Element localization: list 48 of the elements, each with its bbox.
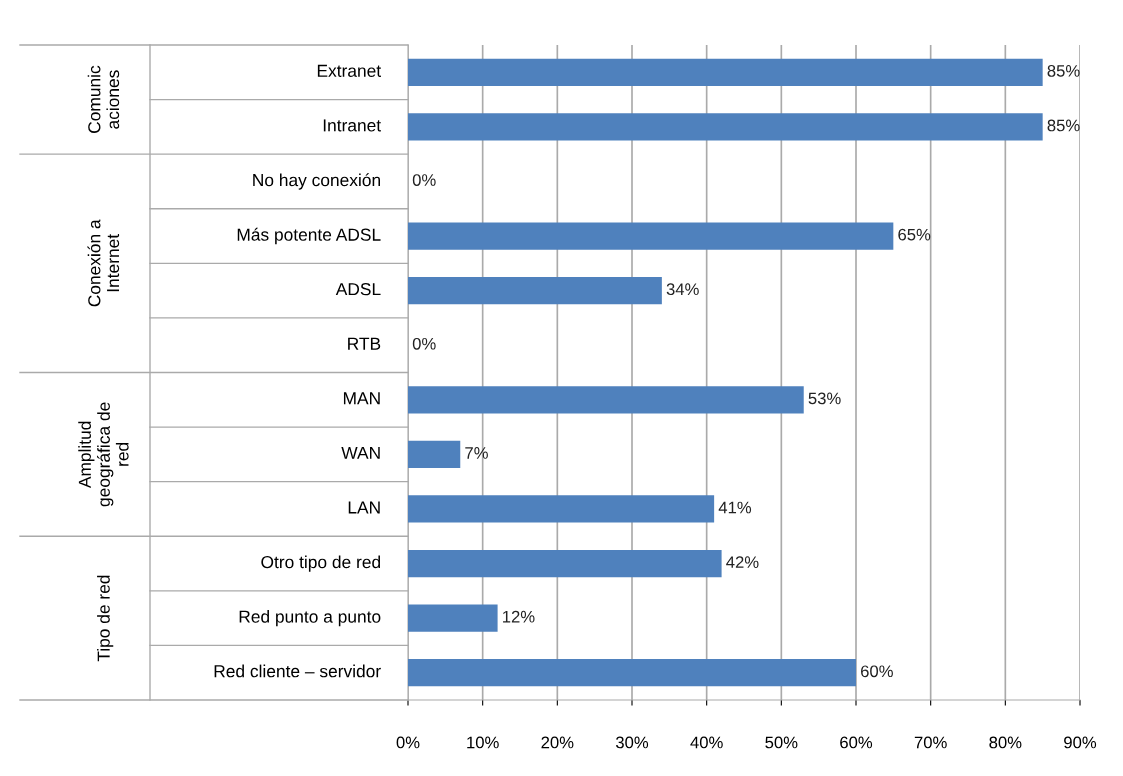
x-tick-label: 0% [396, 736, 420, 749]
text: Amplitud geográfica de red [78, 402, 129, 507]
x-tick-label: 70% [914, 736, 947, 749]
y-tick-label: Red punto a punto [239, 610, 381, 627]
bar [408, 58, 1043, 86]
data-label: 85% [1047, 119, 1080, 132]
data-label: 0% [412, 174, 436, 186]
x-tick-label: 20% [541, 736, 574, 749]
y-tick-label: ADSL [335, 282, 381, 296]
x-tick-label: 60% [840, 736, 873, 749]
y-tick-label: Otro tipo de red [261, 555, 381, 572]
data-label: 42% [726, 556, 759, 568]
x-tick-label: 90% [1064, 736, 1097, 749]
data-label: 85% [1047, 64, 1080, 77]
data-label: 7% [465, 447, 488, 459]
y-tick-label: Extranet [317, 64, 381, 77]
data-label: 53% [808, 392, 841, 405]
data-label: 65% [898, 228, 931, 241]
text: Comunic aciones [87, 65, 120, 133]
data-label: 0% [412, 337, 436, 350]
text: Tipo de red [97, 575, 114, 662]
bar [408, 113, 1043, 141]
data-label: 12% [503, 610, 535, 623]
y-tick-label: Intranet [323, 119, 381, 132]
y-tick-label: No hay conexión [253, 173, 380, 190]
bar [408, 549, 722, 578]
x-tick-label: 80% [989, 736, 1022, 749]
data-label: 34% [666, 283, 699, 296]
bar [408, 276, 662, 305]
y-tick-label: Red cliente – servidor [214, 664, 381, 678]
data-label: 41% [718, 501, 752, 514]
x-tick-label: 50% [765, 736, 798, 749]
bar [408, 495, 715, 523]
text: Conexión a Internet [87, 219, 120, 307]
y-tick-label: WAN [341, 446, 380, 459]
y-tick-label: Más potente ADSL [237, 227, 381, 245]
y-tick-label: MAN [343, 392, 380, 405]
x-tick-label: 40% [690, 736, 723, 749]
bar [408, 386, 804, 414]
bar [408, 440, 461, 469]
y-tick-label: RTB [348, 337, 381, 350]
bar [408, 604, 498, 632]
x-tick-label: 30% [615, 736, 649, 749]
x-tick-label: 10% [467, 736, 499, 749]
bar [408, 659, 856, 687]
y-tick-label: LAN [348, 501, 380, 514]
bar [408, 222, 894, 250]
data-label: 60% [861, 665, 893, 678]
